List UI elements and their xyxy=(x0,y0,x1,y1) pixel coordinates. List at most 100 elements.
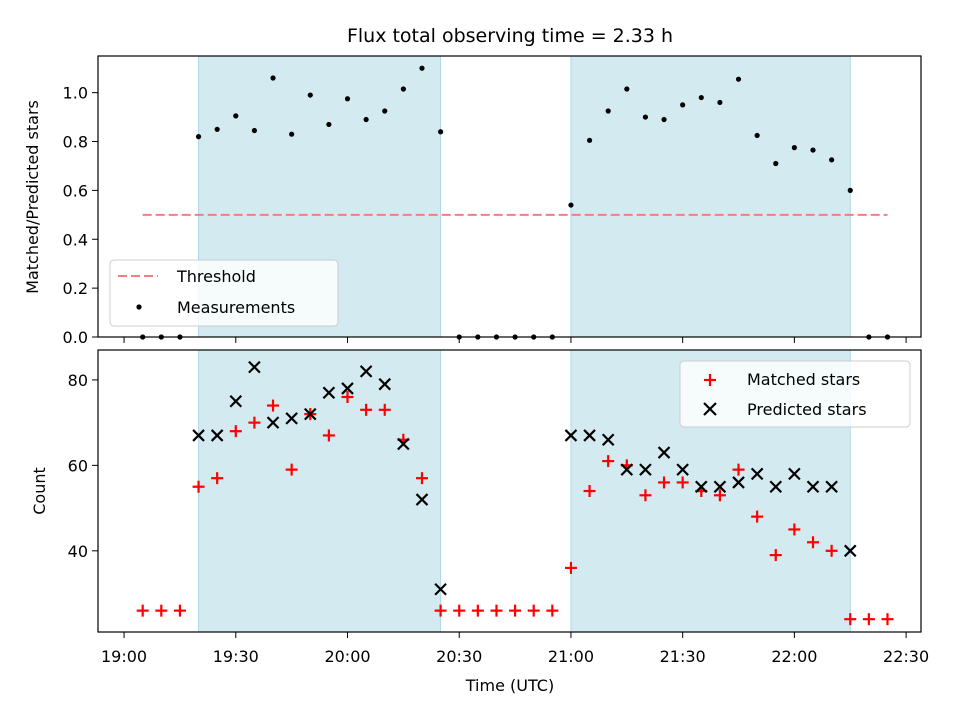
measurement-point-32 xyxy=(735,76,742,82)
predicted-point-24 xyxy=(750,467,764,481)
xtick-label-3: 20:30 xyxy=(436,647,482,666)
matched-point-4 xyxy=(211,472,224,485)
matched-point-16 xyxy=(434,604,447,617)
top-y-ticks: 0.0 0.2 0.4 0.6 0.8 1.0 xyxy=(63,84,98,347)
matched-point-34 xyxy=(769,549,782,562)
matched-point-2 xyxy=(173,604,186,617)
matched-point-5 xyxy=(229,425,242,438)
legend-matched-label: Matched stars xyxy=(747,370,860,389)
predicted-point-20 xyxy=(676,463,689,476)
matched-point-18 xyxy=(471,604,484,617)
top-ytick-label-4: 0.8 xyxy=(63,133,88,152)
predicted-point-14 xyxy=(564,429,578,442)
measurement-point-11 xyxy=(344,96,351,102)
bottom-y-axis-label: Count xyxy=(30,467,49,515)
measurement-point-38 xyxy=(847,187,853,193)
bottom-shaded-intervals xyxy=(198,349,851,633)
predicted-point-9 xyxy=(359,365,373,378)
predicted-point-13 xyxy=(434,582,447,596)
matched-point-38 xyxy=(844,613,857,626)
measurement-point-35 xyxy=(791,145,797,151)
xtick-label-7: 22:30 xyxy=(883,647,929,666)
measurement-point-23 xyxy=(568,202,574,208)
measurement-point-36 xyxy=(810,147,816,153)
predicted-point-0 xyxy=(192,429,205,442)
matched-point-35 xyxy=(788,523,801,536)
predicted-point-18 xyxy=(639,463,652,476)
top-ytick-label-1: 0.2 xyxy=(63,279,88,298)
xtick-label-2: 20:00 xyxy=(324,647,370,666)
matched-point-27 xyxy=(639,489,652,502)
matched-point-3 xyxy=(192,480,205,493)
bottom-ytick-label-1: 60 xyxy=(68,456,88,475)
matched-point-39 xyxy=(862,613,875,626)
xtick-label-0: 19:00 xyxy=(101,647,147,666)
matched-point-28 xyxy=(658,476,671,489)
matched-point-21 xyxy=(527,604,540,617)
matched-point-23 xyxy=(564,561,577,574)
predicted-point-29 xyxy=(843,544,857,558)
top-axes-frame xyxy=(97,55,922,338)
measurement-point-14 xyxy=(400,86,406,92)
measurement-point-33 xyxy=(754,132,760,139)
matched-point-32 xyxy=(732,463,745,476)
xtick-label-1: 19:30 xyxy=(213,647,259,666)
matched-point-25 xyxy=(602,455,615,468)
matched-point-36 xyxy=(807,536,820,549)
measurement-point-9 xyxy=(307,92,313,98)
bottom-panel: 40 60 80 19:00 19:30 20:00 20:30 21:00 21:30 22:… xyxy=(30,349,929,695)
predicted-point-26 xyxy=(788,467,801,481)
predicted-point-27 xyxy=(806,480,820,494)
predicted-point-16 xyxy=(601,433,615,447)
matched-point-11 xyxy=(341,391,354,403)
shaded-interval-1 xyxy=(570,55,851,338)
predicted-point-10 xyxy=(378,377,392,391)
top-ytick-label-3: 0.6 xyxy=(63,181,88,200)
bottom-legend-box xyxy=(679,360,911,428)
predicted-point-23 xyxy=(732,476,745,489)
matched-point-17 xyxy=(453,604,466,617)
measurement-point-12 xyxy=(363,116,369,123)
matched-point-7 xyxy=(267,399,280,412)
measurement-point-27 xyxy=(642,114,649,120)
measurement-point-5 xyxy=(233,113,239,119)
bottom-ytick-label-0: 40 xyxy=(68,542,88,561)
predicted-point-15 xyxy=(583,429,596,442)
measurement-point-8 xyxy=(289,131,295,137)
top-y-axis-label: Matched/Predicted stars xyxy=(23,100,42,294)
matched-point-29 xyxy=(676,476,689,489)
xtick-label-5: 21:30 xyxy=(660,647,706,666)
matched-point-33 xyxy=(751,510,764,523)
matched-point-0 xyxy=(136,604,149,617)
top-panel: 0.0 0.2 0.4 0.6 0.8 1.0 Matched/Predicted sta… xyxy=(23,55,922,347)
matched-point-1 xyxy=(155,604,168,617)
xtick-label-4: 21:00 xyxy=(548,647,594,666)
measurement-point-34 xyxy=(773,160,779,167)
matched-point-10 xyxy=(322,429,335,442)
measurement-point-3 xyxy=(195,134,202,140)
x-axis-label: Time (UTC) xyxy=(465,676,554,695)
predicted-point-6 xyxy=(303,407,317,421)
measurement-point-28 xyxy=(661,116,667,123)
legend-measurements-label: Measurements xyxy=(177,298,295,317)
predicted-point-22 xyxy=(713,480,727,494)
matched-point-6 xyxy=(248,416,261,429)
matched-point-22 xyxy=(546,604,559,617)
top-ytick-label-5: 1.0 xyxy=(63,84,88,103)
measurement-point-37 xyxy=(829,157,835,163)
matched-point-13 xyxy=(378,403,391,416)
top-legend: Threshold Measurements xyxy=(109,259,339,327)
predicted-point-25 xyxy=(769,480,783,494)
legend-predicted-swatch xyxy=(703,402,717,416)
predicted-point-11 xyxy=(397,437,410,451)
bottom-legend: Matched stars Predicted stars xyxy=(679,360,911,428)
bottom-axes-frame xyxy=(97,349,922,633)
matched-point-40 xyxy=(881,613,894,626)
measurement-point-10 xyxy=(326,121,332,128)
measurement-point-29 xyxy=(680,102,686,108)
predicted-point-12 xyxy=(415,493,429,506)
predicted-point-28 xyxy=(825,480,838,494)
measurement-point-24 xyxy=(586,137,593,143)
legend-measurements-swatch xyxy=(136,304,142,310)
predicted-point-5 xyxy=(285,412,298,425)
